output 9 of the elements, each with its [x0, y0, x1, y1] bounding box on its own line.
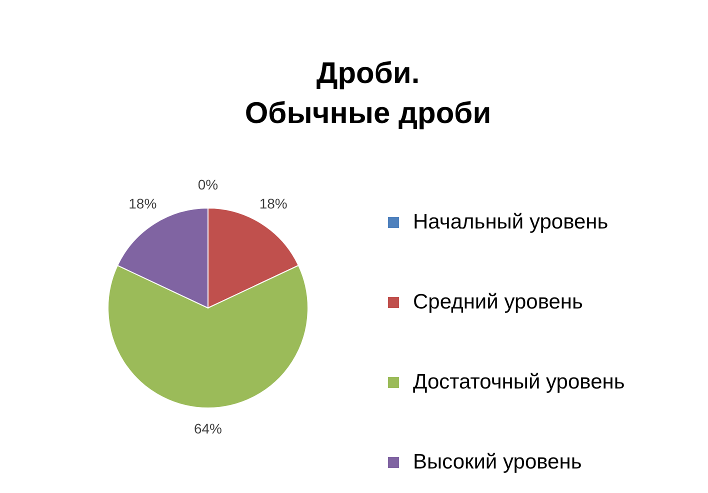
- legend-label: Достаточный уровень: [413, 370, 625, 394]
- legend-label: Средний уровень: [413, 290, 584, 314]
- legend-label: Высокий уровень: [413, 450, 582, 474]
- data-label: 18%: [259, 196, 288, 212]
- data-label: 18%: [128, 196, 157, 212]
- data-label: 64%: [194, 420, 222, 437]
- chart-title: Дроби. Обычные дроби: [244, 57, 492, 130]
- text: 0%: [198, 176, 218, 193]
- legend-label: Начальный уровень: [413, 210, 608, 234]
